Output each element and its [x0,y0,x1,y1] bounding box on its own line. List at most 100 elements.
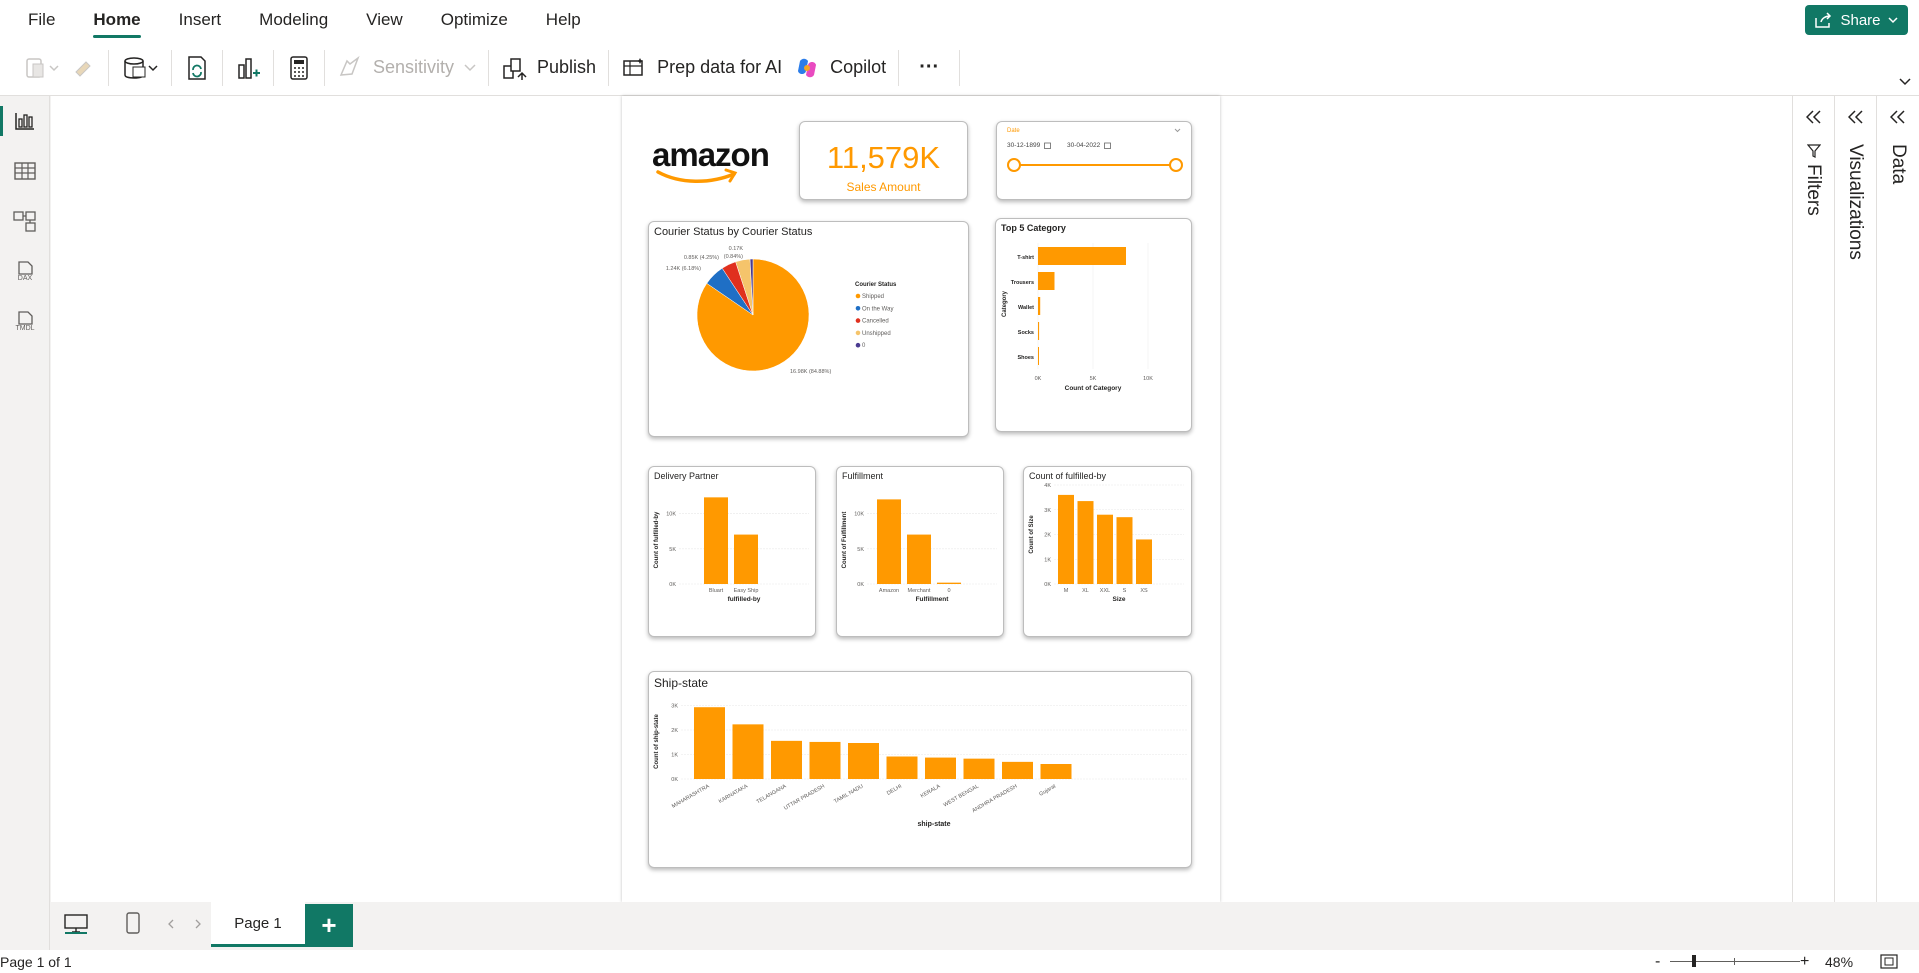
slicer-end-date[interactable]: 30-04-2022 [1067,140,1125,151]
publish-button[interactable]: Publish [495,48,602,88]
legend-marker [855,318,861,323]
top-category-bar-chart[interactable]: Top 5 Category 0K 5K 10K T-shirt Trousers Wal… [995,218,1192,432]
desktop-layout-icon[interactable] [64,914,88,934]
get-data-button[interactable] [115,48,165,88]
paste-button[interactable] [18,48,66,88]
format-painter-button[interactable] [66,48,102,88]
start-date-value: 30-12-1899 [1007,142,1041,149]
new-visual-button[interactable] [229,48,267,88]
calendar-icon [1104,142,1112,149]
more-options-button[interactable]: ··· [905,48,953,88]
data-bar [771,740,802,779]
ship-state-chart[interactable]: Ship-state 0K 1K 2K 3K MAHARASHTRA KARNATAKA T… [648,671,1192,868]
tmdl-view-button[interactable]: TMDL [0,296,50,346]
y-axis-title: Count of Fulfillment [842,512,848,569]
slicer-start-date[interactable]: 30-12-1899 [1007,140,1065,151]
menu-file[interactable]: File [28,10,56,29]
collapse-ribbon-icon[interactable] [1899,78,1911,86]
filters-pane[interactable]: Filters [1792,96,1834,902]
zoom-out-button[interactable]: - [1655,952,1661,970]
y-tick-label: 1K [1044,557,1051,563]
prep-data-button[interactable]: Prep data for AI [615,48,788,88]
next-page-icon[interactable] [194,919,202,929]
fit-to-page-icon[interactable] [1880,954,1898,969]
expand-data-icon[interactable] [1890,110,1906,124]
sensitivity-button[interactable]: Sensitivity [331,48,482,88]
copilot-button[interactable]: Copilot [788,48,892,88]
new-measure-button[interactable] [280,48,318,88]
size-chart[interactable]: Count of fulfilled-by 0K 1K 2K 3K 4K M XL XXL S X… [1023,466,1192,637]
share-button[interactable]: Share [1805,5,1908,35]
ribbon-separator [608,49,610,86]
zoom-slider-handle[interactable] [1692,955,1696,967]
zoom-slider[interactable] [1670,955,1800,967]
new-visual-icon [238,57,260,79]
y-axis-title: Count of Size [1029,515,1035,554]
data-bar [734,534,758,584]
data-bar [704,497,728,584]
menu-modeling[interactable]: Modeling [259,10,329,29]
report-view-button[interactable] [0,96,50,146]
y-tick-label: Shoes [1017,355,1034,361]
table-view-button[interactable] [0,146,50,196]
menu-insert[interactable]: Insert [178,10,222,29]
category-bar [1038,297,1041,315]
mobile-layout-icon[interactable] [126,912,140,934]
menu-home[interactable]: Home [93,0,141,40]
dax-query-view-button[interactable]: DAX [0,246,50,296]
courier-status-pie-chart[interactable]: Courier Status by Courier Status 16.98K … [648,221,969,437]
previous-page-icon[interactable] [167,919,175,929]
expand-filters-icon[interactable] [1806,110,1822,124]
x-axis-title: Count of Category [1065,385,1122,392]
legend-item: On the Way [862,306,893,312]
calculator-icon [290,55,308,80]
data-bar [1002,761,1033,779]
page-count: Page 1 of 1 [0,953,72,970]
ribbon-toolbar: Sensitivity Publish Prep data for AI Cop… [0,40,1919,96]
delivery-partner-title: Delivery Partner [654,471,719,481]
y-tick-label: 2K [671,728,678,734]
expand-visualizations-icon[interactable] [1848,110,1864,124]
database-icon [124,56,158,79]
slicer-title: Date [1007,128,1020,134]
date-slicer[interactable]: Date 30-12-1899 30-04-2022 [996,121,1192,200]
data-pane[interactable]: Data [1876,96,1919,902]
legend-item: Unshipped [862,331,891,337]
ribbon-separator [488,49,490,86]
add-page-button[interactable]: + [305,904,353,947]
y-tick-label: 10K [666,512,676,518]
x-tick-label: Easy Ship [734,588,759,594]
sensitivity-label: Sensitivity [373,57,455,77]
x-axis-title: Fulfillment [916,596,950,603]
zoom-in-button[interactable]: + [1800,952,1810,970]
y-tick-label: 0K [857,582,864,588]
refresh-button[interactable] [178,48,216,88]
slicer-chevron-icon[interactable] [1174,128,1181,133]
x-tick-label: 5K [1090,376,1097,382]
slicer-end-handle[interactable] [1169,158,1183,172]
delivery-partner-chart[interactable]: Delivery Partner 0K 5K 10K Bluart Easy Ship f… [648,466,816,637]
data-bar [848,743,879,779]
more-options-icon: ··· [919,56,940,78]
menu-help[interactable]: Help [545,10,581,29]
page-tab-page-1[interactable]: Page 1 [211,902,305,947]
menu-view[interactable]: View [366,10,403,29]
model-view-icon [13,211,36,232]
x-tick-label: TAMIL NADU [833,784,864,806]
sales-amount-card[interactable]: 11,579K Sales Amount [799,121,968,200]
visualizations-pane[interactable]: Visualizations [1834,96,1876,902]
paste-icon [26,57,59,78]
legend-item: Shipped [862,294,884,300]
size-chart-title: Count of fulfilled-by [1029,471,1107,481]
slicer-start-handle[interactable] [1007,158,1021,172]
y-tick-label: 0K [669,582,676,588]
menu-optimize[interactable]: Optimize [440,10,508,29]
menu-bar: File Home Insert Modeling View Optimize … [0,0,1919,40]
category-bar [1038,272,1055,290]
dax-icon [18,260,33,275]
copilot-icon [798,58,817,77]
legend-item: 0 [862,343,866,349]
model-view-button[interactable] [0,196,50,246]
x-tick-label: XL [1082,588,1089,594]
fulfillment-chart[interactable]: Fulfillment 0K 5K 10K Amazon Merchant 0 Fulfil… [836,466,1004,637]
